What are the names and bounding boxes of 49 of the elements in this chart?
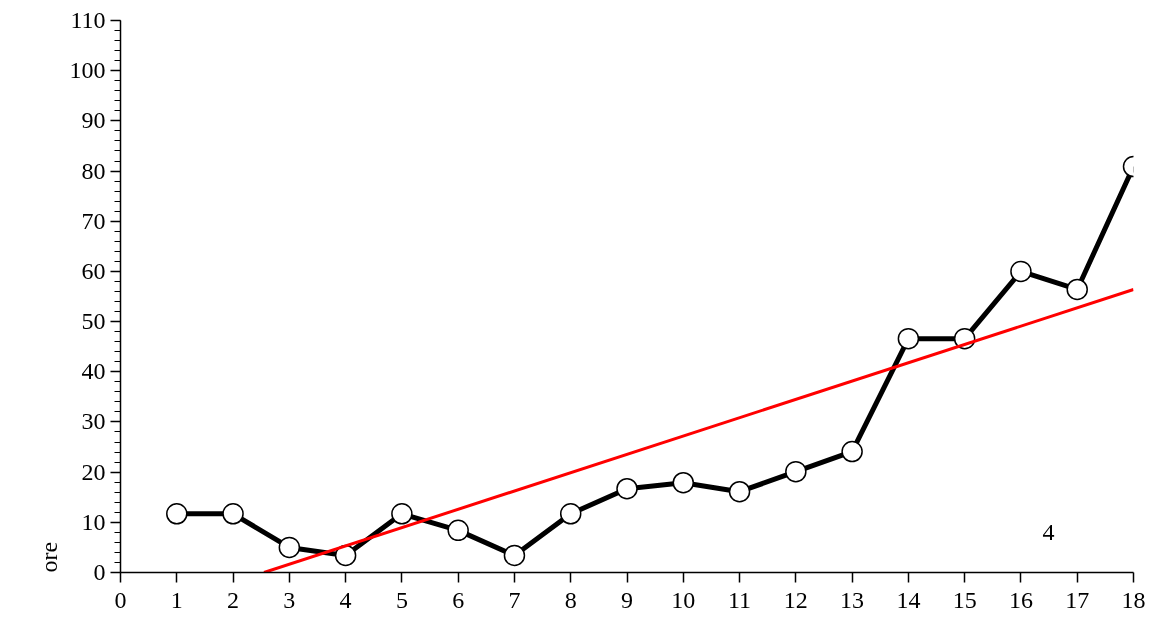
text: ore xyxy=(35,541,62,573)
x-tick-label: 8 xyxy=(564,586,577,613)
x-tick-label: 3 xyxy=(283,586,296,613)
x-tick-label: 1 xyxy=(170,586,183,613)
x-tick-label: 0 xyxy=(114,586,127,613)
y-tick-label: 0 xyxy=(93,559,106,585)
x-tick-label: 10 xyxy=(671,586,696,613)
point xyxy=(1010,260,1032,283)
point xyxy=(503,544,526,567)
y-tick-label: 20 xyxy=(81,458,106,485)
point xyxy=(334,544,357,567)
point xyxy=(672,471,695,494)
point xyxy=(222,503,244,525)
y-tick-label: 30 xyxy=(81,408,106,435)
y-tick-label: 40 xyxy=(81,358,106,385)
x-tick-label: 9 xyxy=(621,586,633,613)
x-tick-label: 16 xyxy=(1008,586,1033,613)
point xyxy=(166,503,188,525)
x-tick-label: 6 xyxy=(452,586,465,613)
y-tick-label: 110 xyxy=(70,7,106,33)
annotation: 4 xyxy=(1042,519,1055,545)
point xyxy=(1066,278,1088,301)
x-tick-label: 17 xyxy=(1065,586,1090,613)
point xyxy=(841,440,863,463)
x-tick-label: 12 xyxy=(783,586,808,613)
x-tick-label: 7 xyxy=(508,586,521,613)
x-tick-label: 14 xyxy=(896,586,921,613)
y-tick-label: 80 xyxy=(81,157,106,184)
point xyxy=(897,327,920,350)
point xyxy=(785,460,807,483)
y-tick-label: 50 xyxy=(81,308,106,335)
y-tick-label: 60 xyxy=(81,257,106,284)
point xyxy=(278,536,301,559)
point xyxy=(728,480,751,503)
x-tick-label: 5 xyxy=(395,586,408,613)
x-tick-label: 11 xyxy=(728,586,752,613)
y-tick-label: 70 xyxy=(81,207,106,234)
x-tick-label: 2 xyxy=(227,586,240,613)
x-tick-label: 15 xyxy=(952,586,977,613)
point xyxy=(616,477,638,500)
y-tick-label: 90 xyxy=(81,107,106,134)
y-tick-label: 10 xyxy=(81,508,106,535)
y-tick-label: 100 xyxy=(69,57,106,84)
point xyxy=(447,519,469,542)
x-tick-label: 18 xyxy=(1121,586,1146,613)
x-tick-label: 13 xyxy=(840,586,865,613)
x-tick-label: 4 xyxy=(339,586,352,613)
point xyxy=(559,503,582,525)
point xyxy=(391,503,413,525)
